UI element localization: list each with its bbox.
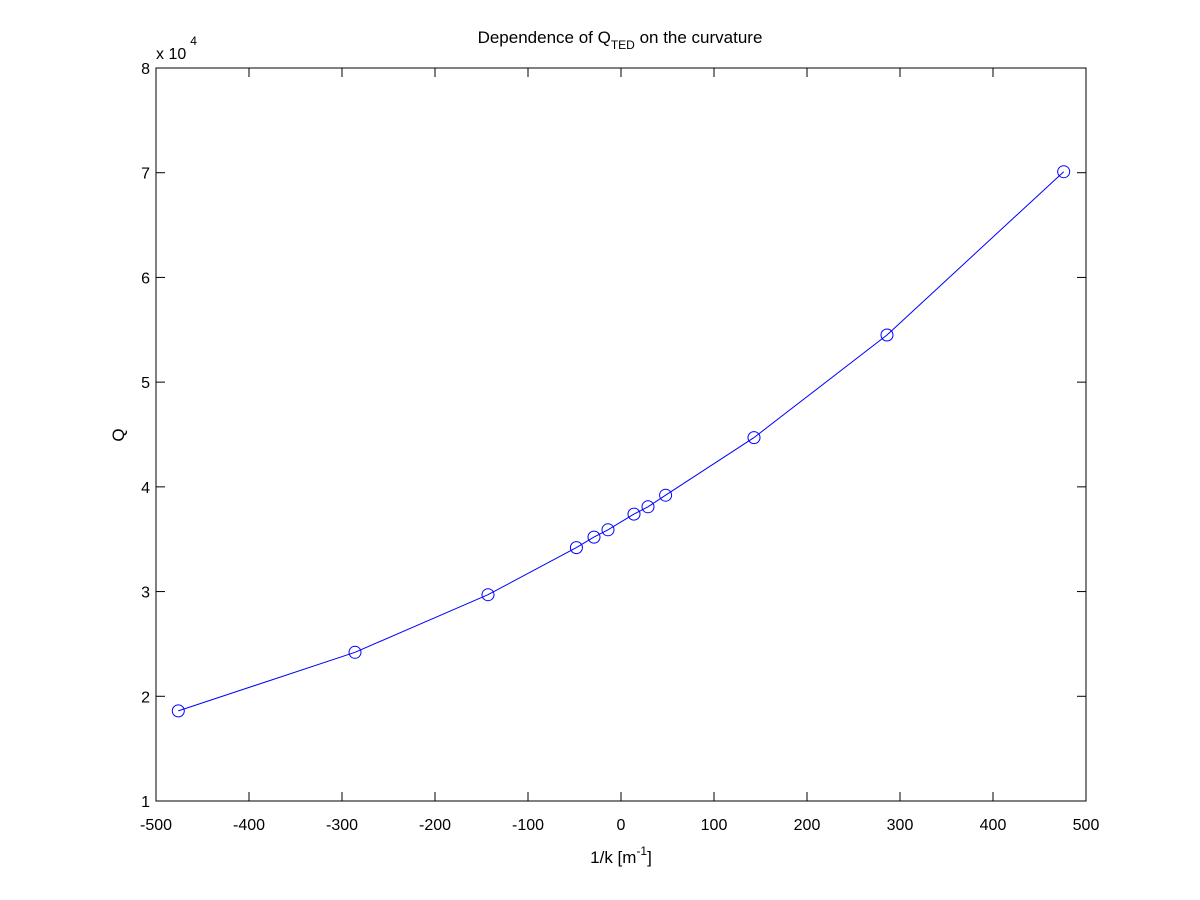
x-tick-label: -400 (233, 817, 265, 834)
axis-ticks (155, 67, 1087, 802)
plot-area (155, 67, 1087, 802)
chart-title-tail: on the curvature (635, 28, 763, 47)
x-tick-label: 200 (794, 817, 821, 834)
x-axis-label: 1/k [m-1] (590, 844, 652, 867)
y-axis-label: Q (109, 428, 128, 441)
x-tick-label: 100 (701, 817, 728, 834)
data-point (587, 530, 601, 544)
x-tick-label: -200 (419, 817, 451, 834)
y-tick-label: 3 (141, 585, 150, 602)
y-tick-label: 8 (141, 61, 150, 78)
x-tick-label: -100 (512, 817, 544, 834)
data-point (747, 431, 761, 445)
x-tick-label: 0 (617, 817, 626, 834)
x-tick-label: 300 (887, 817, 914, 834)
y-tick-label: 6 (141, 270, 150, 287)
data-point (601, 523, 615, 537)
x-axis-label-tail: ] (647, 848, 652, 867)
x-axis-label-main: 1/k [m (590, 848, 636, 867)
y-tick-labels: 1 2 3 4 5 6 7 8 (141, 61, 150, 811)
x-tick-labels: -500 -400 -300 -200 -100 0 100 200 300 400 500 (140, 817, 1099, 834)
data-point (627, 507, 641, 521)
x-tick-label: 500 (1073, 817, 1100, 834)
y-tick-label: 1 (141, 794, 150, 811)
y-axis-multiplier: x 10 4 (156, 34, 197, 63)
data-point (1057, 165, 1071, 179)
y-axis-multiplier-exponent: 4 (190, 34, 197, 48)
data-point (641, 500, 655, 514)
y-tick-label: 2 (141, 689, 150, 706)
x-tick-label: 400 (980, 817, 1007, 834)
x-axis-label-superscript: -1 (636, 844, 647, 858)
data-point (659, 488, 673, 502)
series-line (178, 171, 1065, 712)
chart-title-main: Dependence of Q (478, 28, 611, 47)
y-axis-multiplier-main: x 10 (156, 46, 186, 63)
y-tick-label: 5 (141, 375, 150, 392)
y-tick-label: 4 (141, 480, 150, 497)
x-tick-label: -500 (140, 817, 172, 834)
series-layer (171, 165, 1071, 718)
data-point (569, 541, 583, 555)
chart-title: Dependence of QTED on the curvature (478, 28, 763, 52)
y-tick-label: 7 (141, 166, 150, 183)
x-tick-label: -300 (326, 817, 358, 834)
data-point (171, 704, 185, 718)
data-point (880, 328, 894, 342)
chart-title-subscript: TED (611, 38, 635, 52)
data-point (481, 588, 495, 602)
data-point (348, 645, 362, 659)
